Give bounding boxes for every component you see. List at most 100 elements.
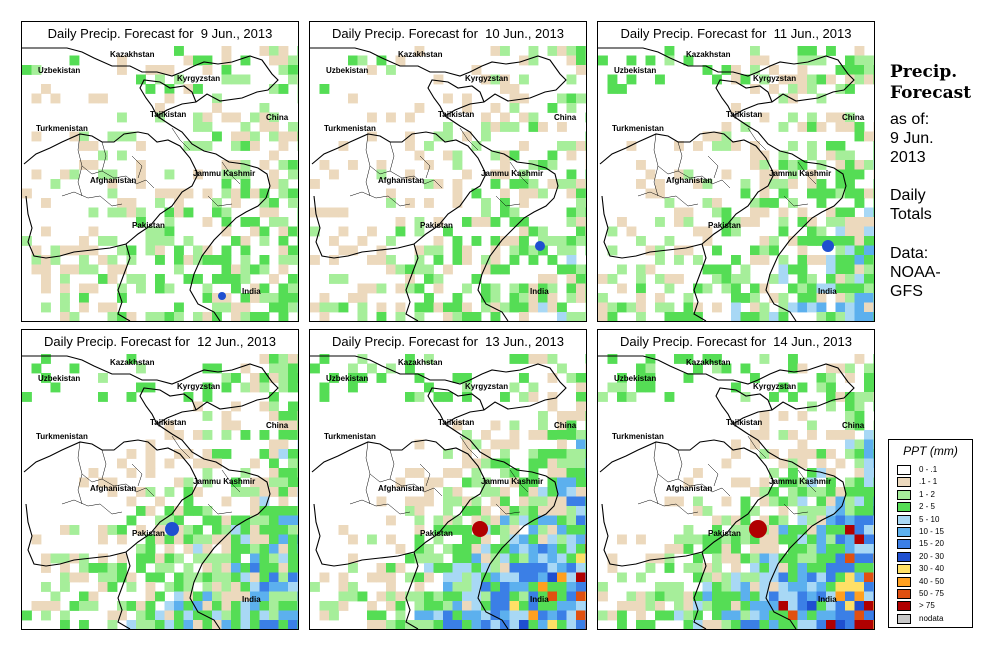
precip-cell <box>547 582 558 592</box>
precip-cell <box>250 293 260 303</box>
precip-cell <box>297 207 298 218</box>
precip-cell <box>288 354 298 364</box>
precip-cell <box>405 112 415 123</box>
precip-cell <box>807 487 817 497</box>
precip-cell <box>547 354 558 364</box>
precip-cell <box>864 264 874 275</box>
precip-cell <box>433 217 444 227</box>
precip-cell <box>731 141 741 151</box>
precip-cell <box>585 179 586 189</box>
precip-cell <box>164 65 175 75</box>
precip-cell <box>807 430 817 440</box>
precip-cell <box>826 392 836 402</box>
precip-cell <box>500 544 510 554</box>
precip-cell <box>269 354 279 364</box>
precip-cell <box>269 392 279 402</box>
precip-cell <box>452 582 463 592</box>
precip-cell <box>528 430 539 440</box>
precip-cell <box>759 563 770 573</box>
precip-cell <box>231 620 241 629</box>
precip-cell <box>164 506 175 516</box>
forecast-panel-jun9: Daily Precip. Forecast for 9 Jun., 2013 … <box>21 21 299 322</box>
precip-cell <box>490 236 501 246</box>
precip-cell <box>259 46 270 56</box>
precip-cell <box>386 198 396 208</box>
totals-note: Daily Totals <box>890 186 982 224</box>
precip-cell <box>490 620 501 629</box>
precip-cell <box>585 293 586 303</box>
precip-cell <box>585 302 586 313</box>
precip-cell <box>750 255 760 265</box>
precip-cell <box>278 373 289 383</box>
precip-cell <box>807 563 817 573</box>
precip-cell <box>576 141 586 151</box>
precip-cell <box>519 226 529 237</box>
precip-cell <box>145 458 156 469</box>
precip-cell <box>557 449 567 459</box>
precip-cell <box>481 264 491 275</box>
precip-cell <box>845 553 855 564</box>
precip-cell <box>816 449 827 459</box>
precip-cell <box>740 620 751 629</box>
precip-cell <box>297 582 298 592</box>
precip-cell <box>174 188 184 199</box>
precip-cell <box>240 236 251 246</box>
precip-cell <box>452 525 463 535</box>
precip-cell <box>835 515 846 526</box>
precip-cell <box>319 601 330 611</box>
precip-cell <box>443 93 453 104</box>
precip-cell <box>557 468 567 478</box>
precip-cell <box>22 392 32 402</box>
precip-cell <box>297 74 298 85</box>
precip-cell <box>126 354 137 364</box>
precip-cell <box>500 392 510 402</box>
forecast-map: Kazakhstan Uzbekistan Kyrgyzstan Tajikistan… <box>598 354 874 629</box>
precip-cell <box>338 302 349 313</box>
precip-cell <box>797 302 808 313</box>
precip-cell <box>576 264 586 275</box>
precip-cell <box>490 255 501 265</box>
precip-cell <box>769 198 779 208</box>
precip-cell <box>566 264 577 275</box>
precip-cell <box>278 553 289 564</box>
precip-cell <box>348 563 358 573</box>
precip-cell <box>250 264 260 275</box>
precip-cell <box>481 544 491 554</box>
precip-cell <box>788 283 798 294</box>
precip-cell <box>778 534 789 545</box>
precip-cell <box>778 477 789 488</box>
precip-cell <box>88 264 99 275</box>
precip-cell <box>269 363 279 374</box>
precip-cell <box>221 610 232 621</box>
precip-cell <box>835 620 846 629</box>
precip-cell <box>557 430 567 440</box>
precip-cell <box>750 55 760 66</box>
precip-cell <box>500 236 510 246</box>
precip-cell <box>864 207 874 218</box>
precip-cell <box>607 245 618 256</box>
precip-cell <box>452 245 463 256</box>
precip-cell <box>288 506 298 516</box>
precip-cell <box>547 392 558 402</box>
precip-cell <box>585 601 586 611</box>
map-svg <box>310 354 586 629</box>
precip-cell <box>547 591 558 602</box>
precip-cell <box>490 601 501 611</box>
precip-cell <box>500 506 510 516</box>
precip-cell <box>202 283 213 294</box>
precip-cell <box>202 572 213 583</box>
precip-cell <box>136 217 146 227</box>
precip-cell <box>240 169 251 180</box>
precip-cell <box>297 84 298 94</box>
precip-cell <box>414 245 425 256</box>
precip-cell <box>490 563 501 573</box>
precip-cell <box>598 591 608 602</box>
precip-cell <box>797 458 808 469</box>
precip-cell <box>88 207 99 218</box>
precip-cell <box>212 274 222 284</box>
precip-cell <box>712 525 722 535</box>
precip-cell <box>452 553 463 564</box>
precip-cell <box>826 264 836 275</box>
precip-cell <box>598 312 608 321</box>
precip-cell <box>319 293 330 303</box>
